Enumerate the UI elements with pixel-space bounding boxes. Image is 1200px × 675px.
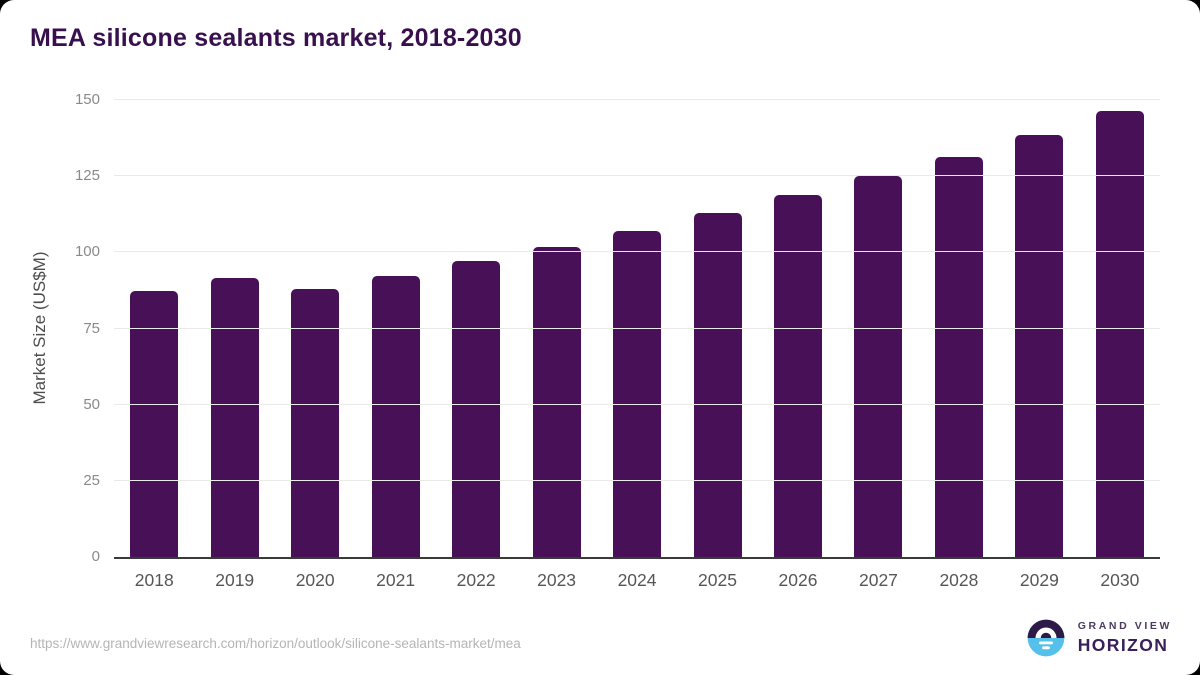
bar-2019[interactable] (210, 278, 259, 557)
y-tick-label-150: 150 (74, 91, 100, 108)
bar-cell-2024 (597, 100, 677, 557)
y-tick-label-75: 75 (83, 319, 100, 337)
bar-cell-2018 (114, 100, 194, 557)
plot-area: 2018 2019 2020 2021 2022 2023 2024 2025 2026 2027… (75, 91, 1160, 590)
y-tick-label-25: 25 (83, 471, 100, 489)
x-tick-label-2030: 2030 (1100, 570, 1140, 590)
gridline-75 (114, 327, 1160, 329)
bar-2030[interactable] (1095, 111, 1144, 557)
x-tick-label-2018: 2018 (134, 570, 174, 590)
bar-2023[interactable] (532, 246, 581, 557)
bar-2022[interactable] (452, 261, 501, 557)
bar-cell-2028 (919, 100, 999, 557)
x-tick-label-2026: 2026 (778, 570, 818, 590)
x-tick-label-2021: 2021 (376, 570, 416, 590)
bars-row (114, 100, 1160, 557)
bar-cell-2026 (758, 100, 838, 557)
gridline-100 (114, 251, 1160, 253)
y-axis-title: Market Size (US$M) (30, 251, 49, 405)
bar-cell-2030 (1080, 100, 1160, 557)
bar-2018[interactable] (130, 291, 179, 557)
x-axis-labels: 2018 2019 2020 2021 2022 2023 2024 2025 2026 2027… (114, 570, 1160, 591)
gridline-25 (114, 479, 1160, 481)
bar-2029[interactable] (1015, 134, 1064, 557)
gridline-150 (114, 99, 1160, 100)
bar-2028[interactable] (934, 156, 983, 557)
brand-name-top: GRAND VIEW (1077, 620, 1172, 632)
y-tick-label-50: 50 (83, 395, 100, 413)
gridline-50 (114, 403, 1160, 405)
bar-2024[interactable] (613, 231, 662, 557)
x-tick-label-2022: 2022 (456, 570, 496, 590)
brand-logo-text: GRAND VIEW HORIZON (1078, 620, 1172, 656)
y-tick-label-125: 125 (74, 167, 100, 185)
x-tick-label-2023: 2023 (537, 570, 577, 590)
bar-2020[interactable] (291, 288, 340, 557)
x-tick-label-2019: 2019 (215, 570, 255, 590)
bar-2027[interactable] (854, 176, 903, 557)
y-tick-label-100: 100 (74, 243, 100, 261)
brand-logo: GRAND VIEW HORIZON (1025, 617, 1172, 659)
brand-name-bottom: HORIZON (1077, 635, 1169, 655)
bar-cell-2023 (516, 100, 596, 557)
bar-cell-2025 (677, 100, 757, 557)
horizon-sunset-icon (1027, 619, 1065, 657)
bar-cell-2020 (275, 100, 355, 557)
x-tick-label-2025: 2025 (698, 570, 737, 590)
bar-2026[interactable] (773, 195, 822, 557)
bar-2025[interactable] (693, 213, 742, 557)
gridline-125 (114, 175, 1160, 177)
x-tick-label-2027: 2027 (858, 570, 898, 590)
bar-cell-2029 (999, 100, 1079, 557)
bar-cell-2019 (194, 100, 274, 557)
bar-cell-2022 (436, 100, 516, 557)
chart-title: MEA silicone sealants market, 2018-2030 (30, 24, 522, 52)
source-url: https://www.grandviewresearch.com/horizo… (30, 636, 521, 651)
y-tick-label-0: 0 (91, 548, 100, 565)
x-tick-label-2020: 2020 (295, 570, 335, 590)
bar-2021[interactable] (371, 276, 420, 557)
x-tick-label-2024: 2024 (617, 570, 657, 590)
x-tick-label-2029: 2029 (1019, 570, 1059, 590)
bar-cell-2021 (355, 100, 435, 557)
bar-cell-2027 (838, 100, 918, 557)
x-tick-label-2028: 2028 (939, 570, 979, 590)
